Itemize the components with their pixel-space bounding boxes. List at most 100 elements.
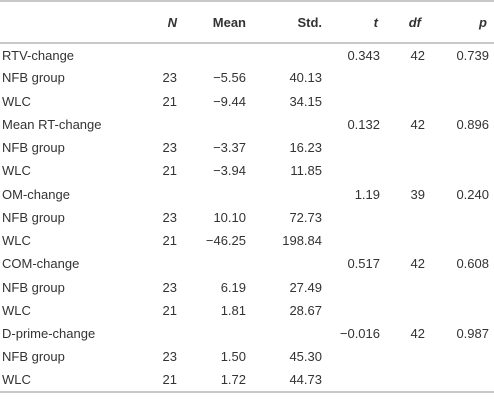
- cell-std: 45.30: [289, 349, 322, 365]
- cell-mean: [180, 113, 249, 136]
- cell-n: 21: [162, 93, 177, 109]
- cell-mean: 1.72: [180, 368, 249, 393]
- cell-mean: 1.81: [220, 302, 246, 318]
- cell-mean: −9.44: [213, 93, 246, 109]
- cell-p: [429, 66, 494, 89]
- cell-t: [325, 368, 383, 393]
- cell-p: 0.240: [456, 186, 489, 202]
- header-df: df: [383, 0, 429, 44]
- header-label: [0, 0, 126, 44]
- cell-p: [429, 368, 494, 393]
- cell-t: 1.19: [354, 186, 380, 202]
- cell-std: 44.73: [249, 368, 325, 393]
- cell-label: WLC: [2, 233, 31, 249]
- cell-label: WLC: [0, 368, 126, 393]
- cell-mean: 1.50: [220, 349, 246, 365]
- cell-p: [429, 159, 494, 182]
- cell-t: [325, 229, 383, 252]
- cell-label: COM-change: [2, 256, 80, 272]
- cell-t: 0.343: [347, 47, 380, 63]
- cell-df: [383, 66, 429, 89]
- table-row: WLC 21 1.72 44.73: [0, 368, 494, 393]
- cell-n: [126, 113, 180, 136]
- cell-p: [429, 90, 494, 113]
- cell-t: [325, 66, 383, 89]
- cell-df: [383, 345, 429, 368]
- cell-mean: −5.56: [213, 70, 246, 86]
- header-mean: Mean: [180, 0, 249, 44]
- cell-std: [249, 322, 325, 345]
- header-n: N: [126, 0, 180, 44]
- cell-label: D-prime-change: [2, 326, 96, 342]
- cell-label: NFB group: [2, 279, 65, 295]
- cell-p: 0.896: [456, 116, 489, 132]
- cell-df: [383, 206, 429, 229]
- cell-df: 42: [410, 116, 425, 132]
- cell-std: 16.23: [289, 140, 322, 156]
- cell-mean: [180, 252, 249, 275]
- cell-df: [383, 368, 429, 393]
- cell-label: NFB group: [2, 209, 65, 225]
- cell-label: OM-change: [2, 186, 70, 202]
- cell-std: 27.49: [289, 279, 322, 295]
- cell-mean: 6.19: [220, 279, 246, 295]
- cell-t: [325, 159, 383, 182]
- cell-p: [429, 229, 494, 252]
- cell-std: 28.67: [289, 302, 322, 318]
- table-row: OM-change 1.19 39 0.240: [0, 183, 494, 206]
- cell-p: 0.608: [456, 256, 489, 272]
- cell-label: NFB group: [2, 349, 65, 365]
- cell-n: 21: [162, 163, 177, 179]
- cell-std: [249, 43, 325, 66]
- results-table: N Mean Std. t df p RTV-change 0.343 42 0.73…: [0, 0, 494, 393]
- table-body: RTV-change 0.343 42 0.739 NFB group 23 −5.56 40…: [0, 43, 494, 393]
- cell-std: 40.13: [289, 70, 322, 86]
- cell-label: WLC: [2, 163, 31, 179]
- cell-mean: −3.94: [213, 163, 246, 179]
- cell-n: 21: [162, 302, 177, 318]
- cell-n: 23: [162, 279, 177, 295]
- cell-mean: −46.25: [205, 233, 246, 249]
- table-row: NFB group 23 6.19 27.49: [0, 276, 494, 299]
- cell-n: [126, 43, 180, 66]
- table-row: NFB group 23 1.50 45.30: [0, 345, 494, 368]
- cell-df: 42: [410, 256, 425, 272]
- header-row: N Mean Std. t df p: [0, 0, 494, 44]
- table-row: D-prime-change −0.016 42 0.987: [0, 322, 494, 345]
- cell-t: −0.016: [339, 326, 380, 342]
- cell-df: [383, 159, 429, 182]
- cell-df: [383, 276, 429, 299]
- table-row: WLC 21 −46.25 198.84: [0, 229, 494, 252]
- cell-n: 23: [162, 209, 177, 225]
- cell-mean: [180, 43, 249, 66]
- cell-p: [429, 345, 494, 368]
- cell-p: [429, 299, 494, 322]
- cell-n: 23: [162, 70, 177, 86]
- header-std: Std.: [249, 0, 325, 44]
- cell-df: [383, 136, 429, 159]
- cell-df: 39: [410, 186, 425, 202]
- cell-df: 42: [410, 326, 425, 342]
- cell-label: NFB group: [2, 70, 65, 86]
- cell-std: 11.85: [290, 163, 322, 179]
- header-t: t: [325, 0, 383, 44]
- cell-t: [325, 136, 383, 159]
- cell-std: [249, 252, 325, 275]
- table-row: WLC 21 1.81 28.67: [0, 299, 494, 322]
- table-row: NFB group 23 −5.56 40.13: [0, 66, 494, 89]
- table-row: RTV-change 0.343 42 0.739: [0, 43, 494, 66]
- cell-t: 0.132: [347, 116, 380, 132]
- cell-std: [249, 183, 325, 206]
- cell-t: [325, 206, 383, 229]
- cell-p: [429, 276, 494, 299]
- cell-mean: [180, 183, 249, 206]
- table-row: WLC 21 −9.44 34.15: [0, 90, 494, 113]
- cell-mean: [180, 322, 249, 345]
- cell-label: NFB group: [2, 140, 65, 156]
- header-p: p: [429, 0, 494, 44]
- cell-n: 21: [162, 233, 177, 249]
- cell-mean: 10.10: [213, 209, 246, 225]
- cell-df: [383, 229, 429, 252]
- cell-df: 42: [410, 47, 425, 63]
- cell-n: 21: [126, 368, 180, 393]
